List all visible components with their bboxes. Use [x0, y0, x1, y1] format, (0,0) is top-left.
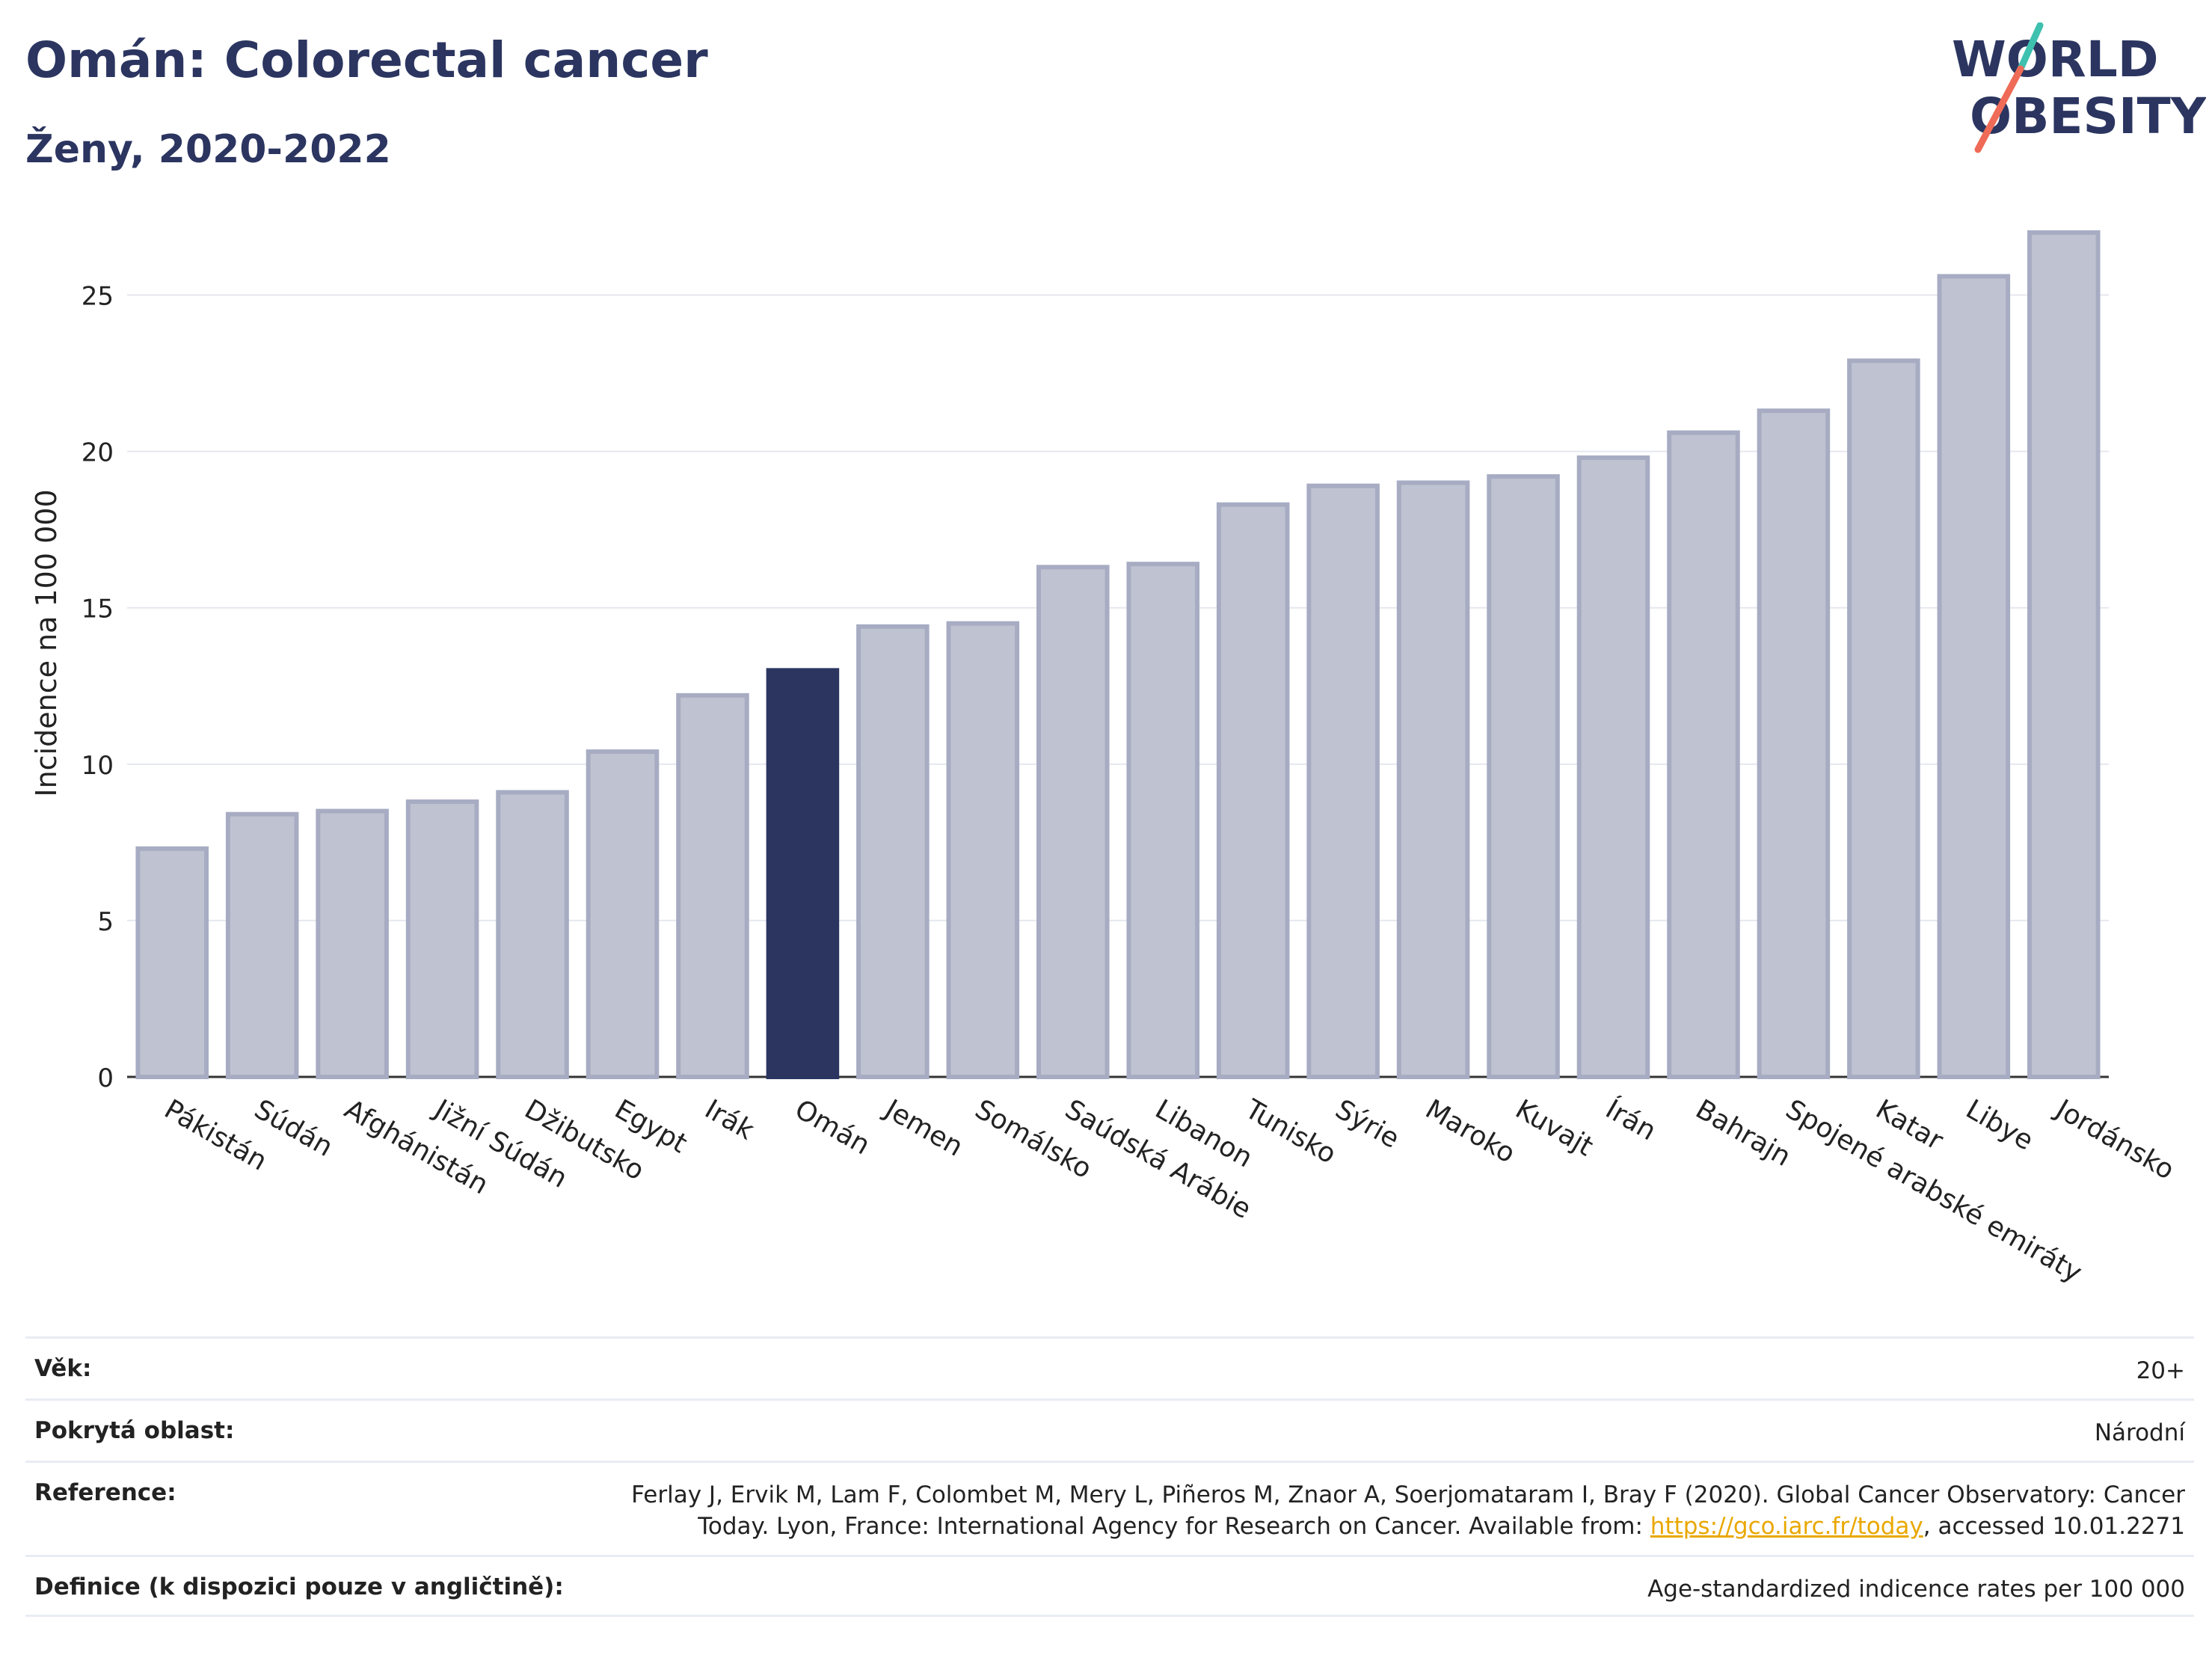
meta-key-reference: Reference:: [34, 1479, 176, 1506]
x-tick-label: Sýrie: [1330, 1094, 1404, 1155]
x-tick-label: Maroko: [1420, 1094, 1520, 1170]
meta-row-definition: Definice (k dispozici pouze v angličtině…: [25, 1555, 2194, 1617]
bar: [586, 749, 660, 1079]
x-tick-label: Irák: [699, 1094, 759, 1146]
y-tick-label: 25: [82, 282, 114, 312]
meta-row-age: Věk: 20+: [25, 1336, 2194, 1398]
bar: [1036, 565, 1110, 1079]
y-tick-label: 20: [82, 438, 114, 468]
x-tick-label: Tunisko: [1239, 1093, 1341, 1170]
y-tick-label: 5: [97, 907, 114, 937]
meta-value-age: 20+: [2136, 1357, 2185, 1384]
y-tick-label: 15: [82, 595, 114, 624]
bar: [135, 846, 209, 1080]
bar: [1667, 430, 1740, 1079]
reference-link[interactable]: https://gco.iarc.fr/today: [1650, 1513, 1923, 1540]
reference-accessed: , accessed 10.01.2271: [1923, 1513, 2185, 1540]
bar: [496, 790, 569, 1080]
logo-word-world: WORLD: [1952, 31, 2159, 88]
meta-row-reference: Reference: Ferlay J, Ervik M, Lam F, Col…: [25, 1461, 2194, 1555]
chart-title: Omán: Colorectal cancer: [25, 31, 708, 89]
bar: [1937, 274, 2011, 1079]
x-tick-label: Kuvajt: [1511, 1094, 1599, 1163]
x-tick-label: Pákistán: [159, 1094, 272, 1177]
bar-highlighted: [766, 668, 840, 1079]
meta-row-area: Pokrytá oblast: Národní: [25, 1398, 2194, 1461]
metadata-table: Věk: 20+ Pokrytá oblast: Národní Referen…: [25, 1336, 2194, 1617]
bar: [676, 693, 749, 1079]
bar: [1847, 358, 1920, 1079]
meta-key-area: Pokrytá oblast:: [34, 1417, 235, 1444]
x-tick-label: Írán: [1600, 1093, 1662, 1147]
x-tick-label: Jemen: [879, 1093, 968, 1163]
bar: [1576, 455, 1650, 1079]
chart-subtitle: Ženy, 2020-2022: [25, 127, 391, 172]
bar: [316, 808, 389, 1079]
meta-key-definition: Definice (k dispozici pouze v angličtině…: [34, 1573, 564, 1600]
bar: [1396, 480, 1470, 1079]
bar: [1216, 502, 1290, 1079]
y-tick-label: 0: [97, 1063, 114, 1093]
bar: [2027, 230, 2101, 1080]
x-tick-label: Jordánsko: [2050, 1093, 2180, 1186]
bar: [946, 621, 1020, 1079]
meta-value-definition: Age-standardized indicence rates per 100…: [1647, 1576, 2185, 1603]
world-obesity-logo: WORLD OBESITY: [1952, 22, 2206, 153]
x-tick-label: Libye: [1961, 1094, 2039, 1157]
bar: [856, 624, 930, 1079]
meta-value-reference: Ferlay J, Ervik M, Lam F, Colombet M, Me…: [615, 1479, 2185, 1542]
bar: [1757, 408, 1831, 1079]
reference-text: Ferlay J, Ervik M, Lam F, Colombet M, Me…: [631, 1481, 2185, 1540]
x-tick-label: Bahrajn: [1690, 1094, 1795, 1173]
bar: [1487, 474, 1560, 1079]
bar: [225, 811, 299, 1080]
logo-slash-accent: [2017, 22, 2044, 73]
logo-slash: [1974, 65, 2024, 153]
meta-value-area: Národní: [2094, 1419, 2185, 1446]
y-tick-label: 10: [82, 751, 114, 781]
y-axis-label: Incidence na 100 000: [30, 489, 63, 796]
bar: [1126, 562, 1200, 1079]
bar: [405, 799, 479, 1079]
bar: [1306, 483, 1380, 1079]
x-tick-label: Omán: [790, 1094, 875, 1161]
meta-key-age: Věk:: [34, 1355, 92, 1382]
